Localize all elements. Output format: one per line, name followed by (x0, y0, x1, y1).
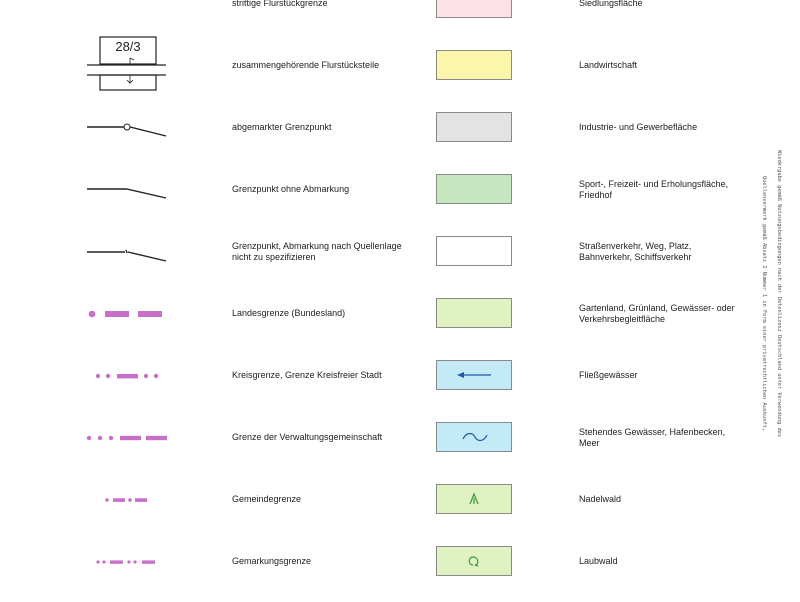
symbol-label: abgemarkter Grenzpunkt (232, 122, 332, 132)
source-note-line-1: Quellenvermerk gemäß Absatz 2 Nummer 1 i… (761, 176, 767, 432)
parcel-parts-symbol: 28/3 (87, 36, 166, 91)
legend-row-cadastral-district-border: Gemarkungsgrenze Laubwald (0, 546, 800, 586)
symbol-label: Landesgrenze (Bundesland) (232, 308, 346, 318)
district-border-symbol (95, 373, 159, 379)
symbol-label: Grenze der Verwaltungsgemeinschaft (232, 432, 383, 442)
marked-point-symbol (87, 123, 167, 137)
area-label: Sport-, Freizeit- und Erholungsfläche, F… (579, 179, 729, 200)
area-label: Fließgewässer (579, 370, 638, 380)
cadastral-district-border-symbol (96, 560, 155, 564)
wave-icon (462, 432, 488, 442)
lake-swatch (436, 422, 512, 452)
municipal-border-symbol (105, 498, 147, 502)
industry-swatch (436, 112, 512, 142)
area-label: Siedlungsfläche (579, 0, 643, 8)
area-label: Landwirtschaft (579, 60, 638, 70)
garden-swatch (436, 298, 512, 328)
deciduous-tree-icon (468, 556, 479, 567)
legend-row-parcel-parts: 28/3 zusammengehörende Flurstücksteile L… (0, 36, 800, 91)
symbol-label: Gemarkungsgrenze (232, 556, 312, 566)
flow-arrow-icon (457, 372, 491, 378)
legend-row-disputed-boundary: strittige Flurstückgrenze Siedlungsfläch… (0, 0, 800, 28)
unmarked-point-symbol (87, 188, 167, 199)
symbol-label: Gemeindegrenze (232, 494, 302, 504)
legend-row-district-border: Kreisgrenze, Grenze Kreisfreier Stadt Fl… (0, 360, 800, 400)
area-label: Industrie- und Gewerbefläche (579, 122, 698, 132)
conifer-forest-swatch (436, 484, 512, 514)
symbol-label: Grenzpunkt ohne Abmarkung (232, 184, 350, 194)
legend-row-admin-border: Grenze der Verwaltungsgemeinschaft Stehe… (0, 422, 800, 462)
legend-row-municipal-border: Gemeindegrenze Nadelwald (0, 484, 800, 524)
river-swatch (436, 360, 512, 390)
legend-row-state-border: Landesgrenze (Bundesland) Gartenland, Gr… (0, 298, 800, 338)
symbol-label: strittige Flurstückgrenze (232, 0, 328, 8)
agriculture-swatch (436, 50, 512, 80)
area-label: Nadelwald (579, 494, 622, 504)
legend-row-marked-point: abgemarkter Grenzpunkt Industrie- und Ge… (0, 112, 800, 152)
legend-row-unspecified-point: Grenzpunkt, Abmarkung nach Quellenlage n… (0, 236, 800, 276)
unspecified-point-symbol (87, 249, 167, 262)
legend-row-unmarked-point: Grenzpunkt ohne Abmarkung Sport-, Freize… (0, 174, 800, 214)
symbol-label: zusammengehörende Flurstücksteile (232, 60, 380, 70)
admin-border-symbol (86, 435, 167, 441)
symbol-label: Grenzpunkt, Abmarkung nach Quellenlage n… (232, 241, 402, 262)
settlement-swatch (436, 0, 512, 18)
symbol-label: Kreisgrenze, Grenze Kreisfreier Stadt (232, 370, 382, 380)
traffic-swatch (436, 236, 512, 266)
sport-swatch (436, 174, 512, 204)
area-label: Straßenverkehr, Weg, Platz, Bahnverkehr,… (579, 241, 692, 262)
parcel-number: 28/3 (115, 39, 140, 54)
conifer-tree-icon (469, 492, 479, 505)
area-label: Stehendes Gewässer, Hafenbecken, Meer (579, 427, 726, 448)
area-label: Laubwald (579, 556, 618, 566)
deciduous-forest-swatch (436, 546, 512, 576)
source-note-line-2: Wiedergabe gemäß Nutzungsbedingungen nac… (776, 150, 782, 438)
area-label: Gartenland, Grünland, Gewässer- oder Ver… (579, 303, 735, 324)
state-border-symbol (88, 310, 162, 318)
